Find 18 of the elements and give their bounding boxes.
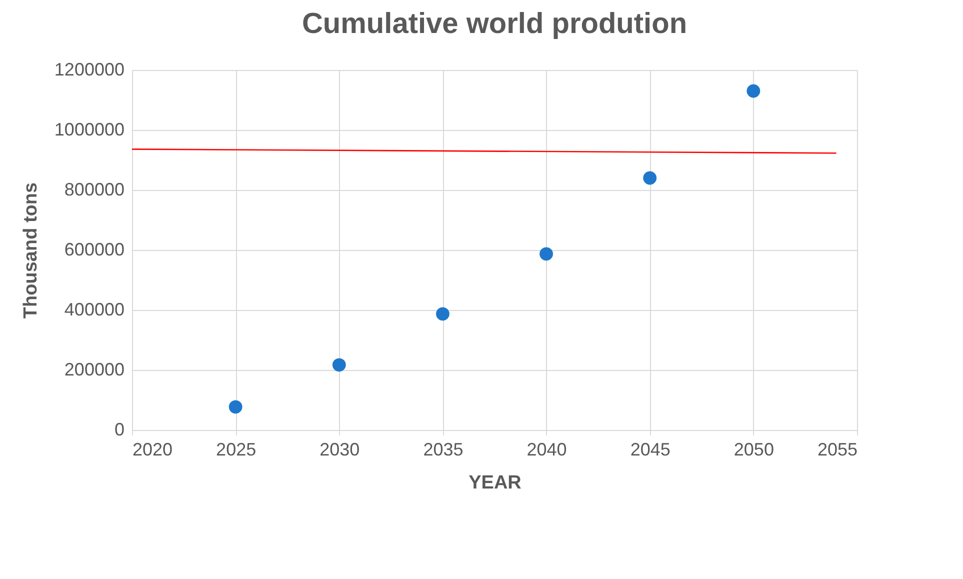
x-tick-label: 2020 — [132, 440, 173, 460]
x-tick-label: 2055 — [817, 440, 858, 460]
y-tick-label: 1200000 — [54, 60, 124, 80]
y-axis-title: Thousand tons — [20, 182, 42, 319]
x-tick-label: 2045 — [630, 440, 670, 460]
x-tick-label: 2035 — [423, 440, 464, 460]
x-tick-label: 2050 — [734, 440, 774, 460]
x-axis-title: YEAR — [468, 472, 522, 494]
chart-title: Cumulative world prodution — [302, 8, 688, 40]
y-tick-label: 0 — [114, 420, 124, 440]
y-tick-label: 600000 — [64, 240, 124, 260]
y-tick-label: 1000000 — [54, 120, 124, 140]
x-tick-label: 2025 — [216, 440, 256, 460]
y-tick-label: 400000 — [64, 300, 124, 320]
y-tick-label: 800000 — [64, 180, 124, 200]
x-tick-label: 2040 — [526, 440, 567, 460]
x-tick-label: 2030 — [320, 440, 360, 460]
y-tick-label: 200000 — [64, 360, 124, 380]
